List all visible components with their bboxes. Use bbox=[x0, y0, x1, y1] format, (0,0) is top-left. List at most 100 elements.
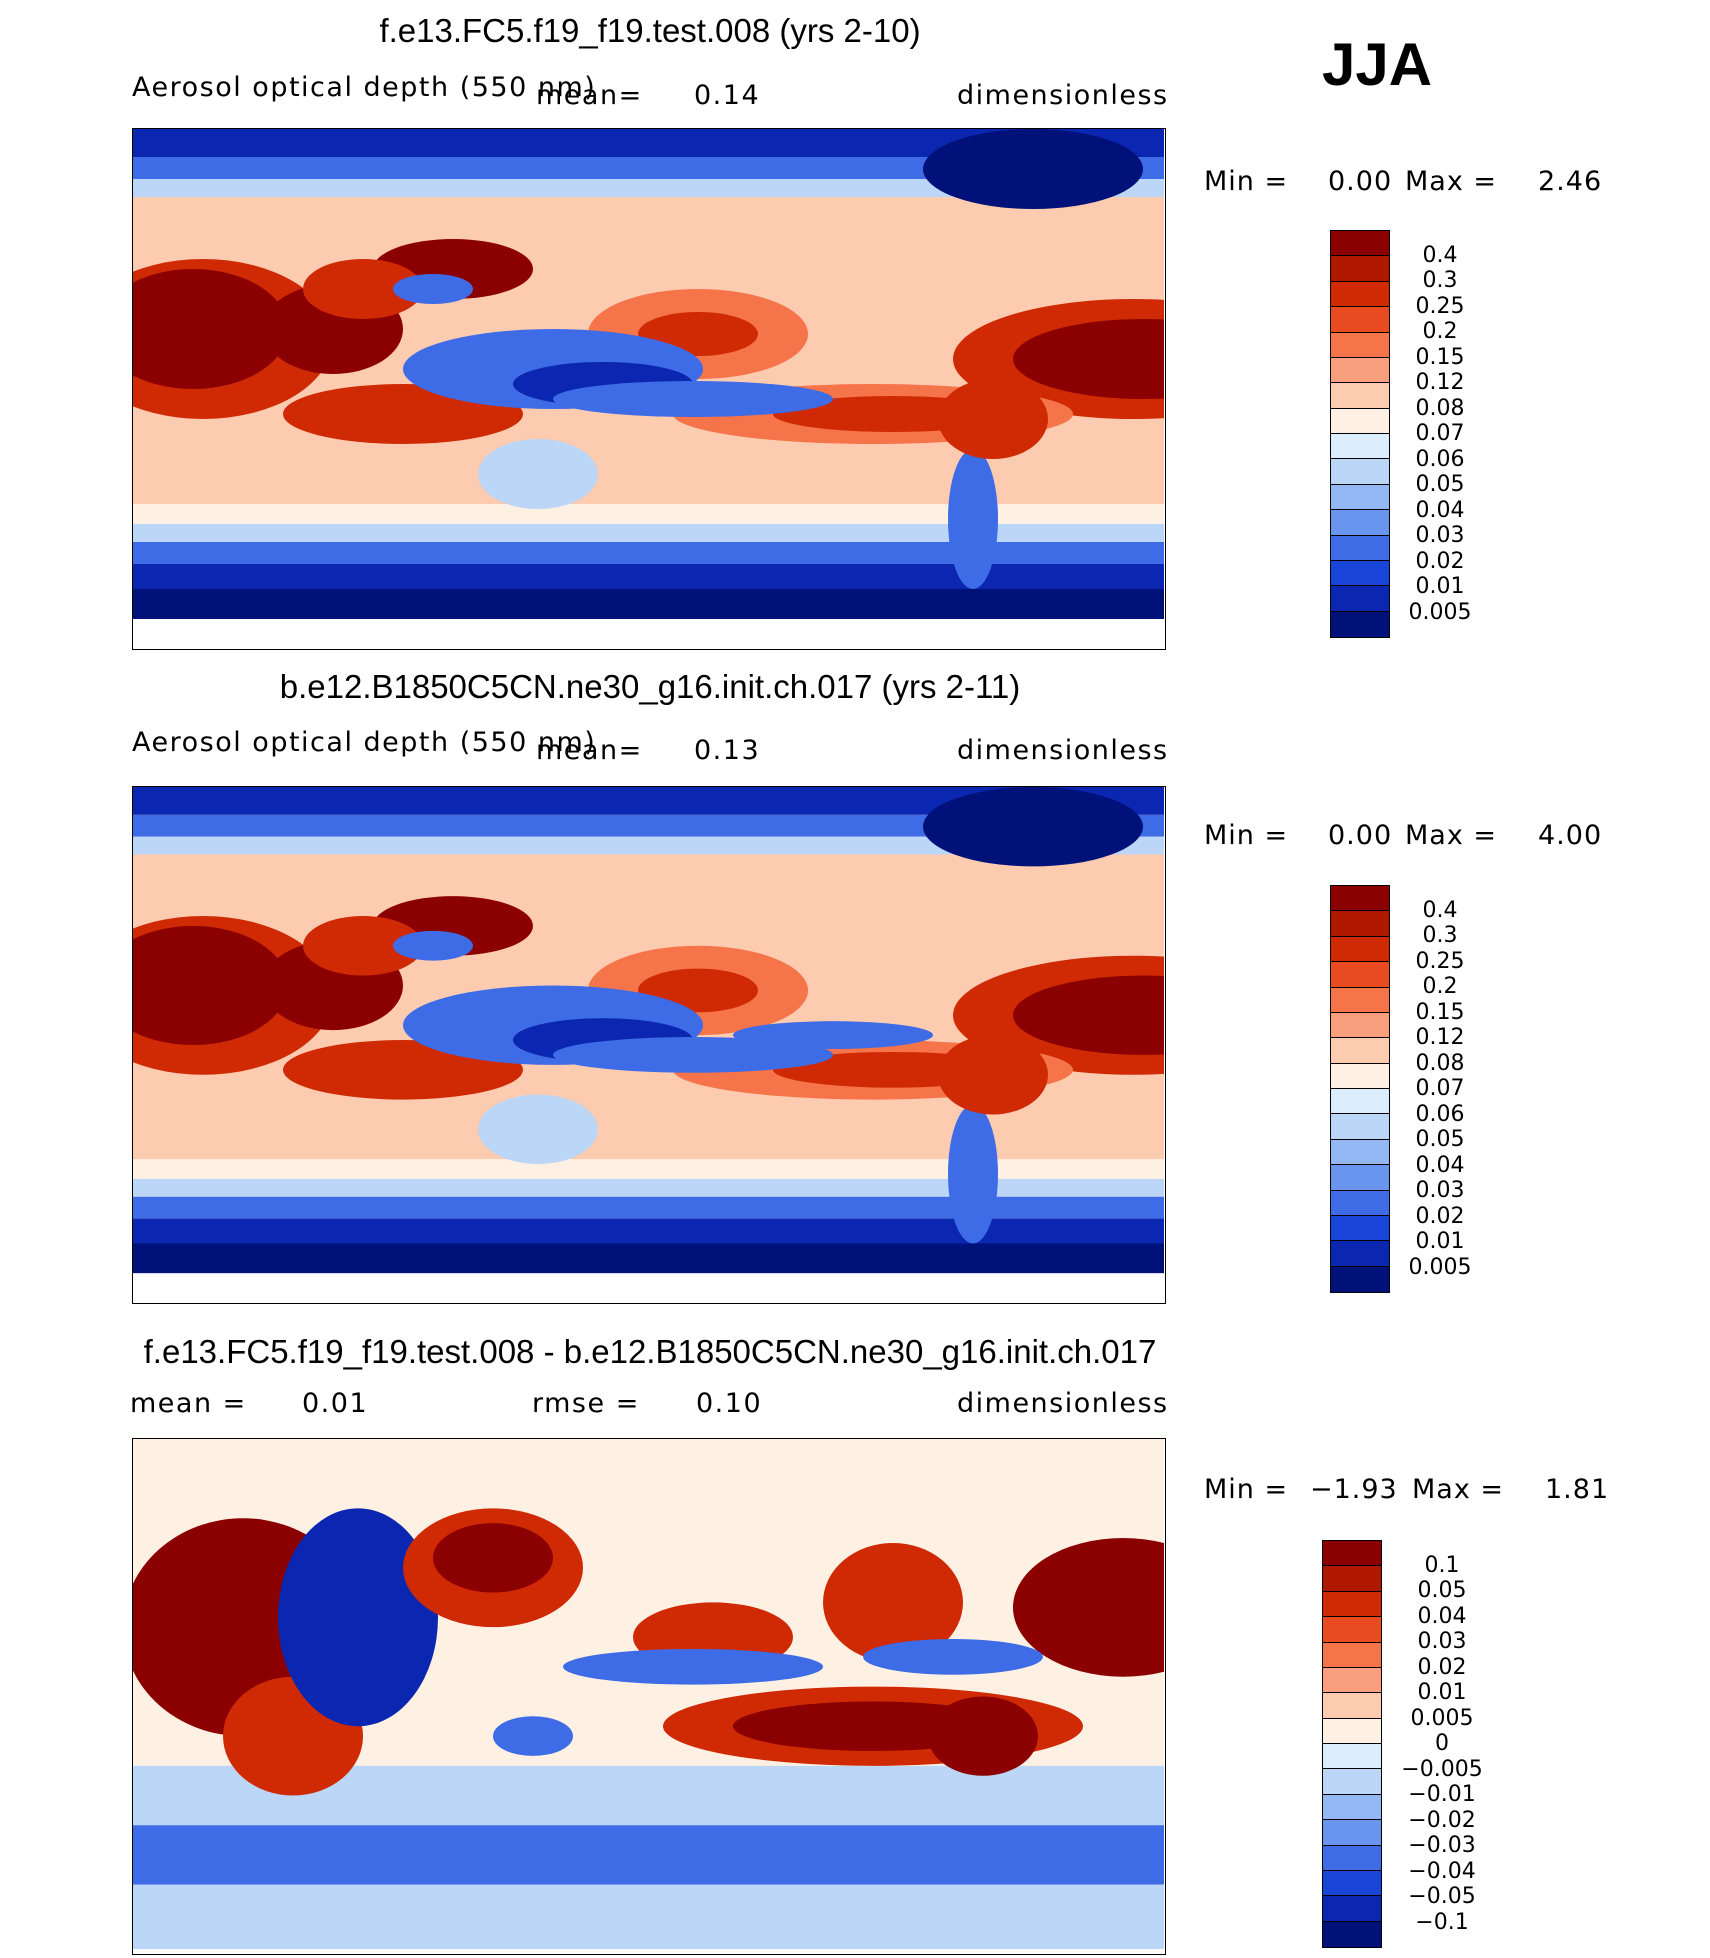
colorbar-swatch bbox=[1323, 1744, 1381, 1770]
diff-arabia-negative bbox=[278, 1508, 438, 1727]
amazon-biomass bbox=[938, 1035, 1048, 1115]
panel2-mean-value: 0.13 bbox=[694, 735, 761, 766]
southern-transition bbox=[133, 1159, 1164, 1179]
colorbar-swatch bbox=[1331, 1063, 1389, 1089]
sahara-dust-core bbox=[133, 269, 288, 389]
colorbar-tick-label: 0.25 bbox=[1415, 293, 1465, 319]
sahara-dust-core bbox=[133, 925, 288, 1045]
panel1-colorbar bbox=[1330, 230, 1390, 638]
colorbar-tick-label: 0.04 bbox=[1417, 1603, 1467, 1629]
diff-maritime-negative bbox=[493, 1716, 573, 1756]
colorbar-tick-label: 0.06 bbox=[1415, 1101, 1465, 1127]
diff-pacific-negative bbox=[563, 1648, 823, 1685]
colorbar-swatch bbox=[1331, 1165, 1389, 1191]
colorbar-swatch bbox=[1331, 560, 1389, 587]
colorbar-swatch bbox=[1331, 1089, 1389, 1115]
diff-asia-core bbox=[433, 1523, 553, 1593]
colorbar-tick-label: 0.2 bbox=[1422, 319, 1458, 344]
panel1-colorbar-labels: 0.4 0.3 0.25 0.2 0.15 0.12 0.08 0.07 0.06 0.05 0.0… bbox=[1395, 230, 1485, 638]
colorbar-tick-label: 0.005 bbox=[1410, 1705, 1474, 1731]
colorbar-swatch bbox=[1331, 231, 1389, 257]
arctic-transition bbox=[133, 836, 1164, 855]
panel2-min-value: 0.00 bbox=[1328, 820, 1393, 851]
southern-transition-blue bbox=[133, 524, 1164, 542]
colorbar-tick-label: 0.07 bbox=[1415, 1076, 1465, 1101]
panel1-map bbox=[132, 128, 1166, 650]
antarctic-core bbox=[133, 589, 1164, 619]
antarctic-core bbox=[133, 1243, 1164, 1274]
colorbar-swatch bbox=[1331, 307, 1389, 333]
colorbar-tick-label: −0.02 bbox=[1408, 1807, 1476, 1833]
colorbar-tick-label: 0 bbox=[1435, 1731, 1449, 1756]
panel2-max-label: Max = bbox=[1405, 820, 1498, 851]
panel1-min-value: 0.00 bbox=[1328, 166, 1393, 197]
colorbar-swatch bbox=[1331, 332, 1389, 358]
panel1-min-label: Min = bbox=[1204, 166, 1289, 197]
panel2-colorbar-labels: 0.4 0.3 0.25 0.2 0.15 0.12 0.08 0.07 0.06 0.05 0.0… bbox=[1395, 885, 1485, 1293]
colorbar-swatch bbox=[1331, 1114, 1389, 1140]
colorbar-swatch bbox=[1331, 586, 1389, 612]
diff-caribbean-negative bbox=[863, 1639, 1043, 1675]
panel3-mean-value: 0.01 bbox=[302, 1388, 369, 1419]
panel3-min-value: −1.93 bbox=[1310, 1474, 1398, 1505]
colorbar-swatch bbox=[1331, 611, 1389, 637]
season-label: JJA bbox=[1322, 31, 1433, 98]
colorbar-tick-label: 0.02 bbox=[1415, 548, 1465, 574]
greenland-region bbox=[923, 129, 1143, 209]
atlantic-dust-core bbox=[1013, 975, 1164, 1055]
colorbar-swatch bbox=[1331, 1215, 1389, 1242]
panel3-min-label: Min = bbox=[1204, 1474, 1289, 1505]
southern-transition bbox=[133, 504, 1164, 524]
colorbar-swatch bbox=[1323, 1896, 1381, 1922]
colorbar-tick-label: 0.25 bbox=[1415, 948, 1465, 974]
colorbar-swatch bbox=[1323, 1769, 1381, 1795]
colorbar-tick-label: 0.005 bbox=[1408, 599, 1472, 625]
arctic-band-edge bbox=[133, 157, 1164, 179]
panel3-units: dimensionless bbox=[957, 1388, 1169, 1419]
colorbar-swatch bbox=[1323, 1718, 1381, 1744]
colorbar-tick-label: 0.07 bbox=[1415, 421, 1465, 446]
colorbar-swatch bbox=[1331, 936, 1389, 963]
diff-southern-blue bbox=[133, 1825, 1164, 1885]
southern-ocean-band bbox=[133, 1196, 1164, 1219]
colorbar-swatch bbox=[1331, 459, 1389, 485]
colorbar-swatch bbox=[1331, 434, 1389, 460]
panel2-colorbar bbox=[1330, 885, 1390, 1293]
south-america-andes bbox=[948, 1104, 998, 1244]
colorbar-swatch bbox=[1323, 1870, 1381, 1897]
colorbar-tick-label: −0.05 bbox=[1408, 1884, 1476, 1909]
antarctica-blank bbox=[133, 1273, 1164, 1302]
colorbar-tick-label: −0.01 bbox=[1408, 1782, 1476, 1807]
colorbar-tick-label: 0.05 bbox=[1417, 1578, 1467, 1603]
colorbar-tick-label: −0.005 bbox=[1401, 1756, 1483, 1782]
south-america-andes bbox=[948, 449, 998, 589]
colorbar-swatch bbox=[1331, 1038, 1389, 1064]
colorbar-tick-label: 0.1 bbox=[1424, 1552, 1460, 1578]
colorbar-swatch bbox=[1331, 886, 1389, 912]
colorbar-tick-label: −0.1 bbox=[1415, 1909, 1469, 1935]
panel2-units: dimensionless bbox=[957, 735, 1169, 766]
panel2-map bbox=[132, 786, 1166, 1304]
panel3-colorbar bbox=[1322, 1540, 1382, 1948]
colorbar-swatch bbox=[1323, 1921, 1381, 1947]
colorbar-tick-label: 0.06 bbox=[1415, 446, 1465, 472]
diff-north-america bbox=[823, 1542, 963, 1662]
southern-ocean-band bbox=[133, 542, 1164, 564]
panel2-variable: Aerosol optical depth (550 nm) bbox=[132, 727, 597, 758]
panel3-max-value: 1.81 bbox=[1545, 1474, 1610, 1505]
colorbar-tick-label: 0.12 bbox=[1415, 1025, 1465, 1050]
panel2-title: b.e12.B1850C5CN.ne30_g16.init.ch.017 (yr… bbox=[279, 668, 1021, 705]
colorbar-tick-label: 0.08 bbox=[1415, 395, 1465, 421]
colorbar-tick-label: 0.4 bbox=[1422, 242, 1458, 268]
colorbar-tick-label: 0.01 bbox=[1415, 1229, 1465, 1254]
india-region bbox=[303, 915, 423, 976]
itcz-low bbox=[553, 381, 833, 417]
australia-region bbox=[478, 1094, 598, 1165]
colorbar-swatch bbox=[1323, 1845, 1381, 1871]
colorbar-swatch bbox=[1331, 1241, 1389, 1267]
colorbar-tick-label: 0.02 bbox=[1417, 1654, 1467, 1680]
panel1-max-label: Max = bbox=[1405, 166, 1498, 197]
panel1-max-value: 2.46 bbox=[1538, 166, 1603, 197]
colorbar-tick-label: 0.01 bbox=[1417, 1680, 1467, 1705]
amazon-biomass bbox=[938, 379, 1048, 459]
